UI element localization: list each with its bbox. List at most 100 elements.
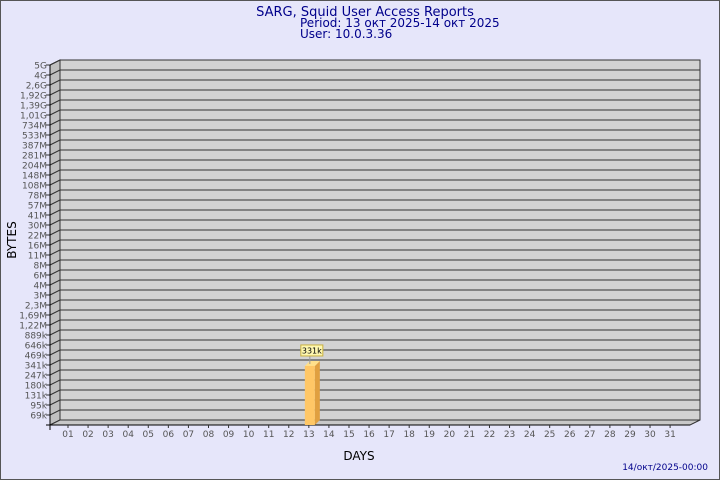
y-tick-label: 387M	[22, 142, 47, 152]
y-tick-label: 281M	[22, 152, 47, 162]
grid-line-side	[49, 189, 61, 196]
grid-line-side	[49, 309, 61, 316]
grid-line-side	[49, 289, 61, 296]
x-tick-label: 03	[102, 430, 113, 440]
y-tick-label: 57M	[28, 202, 47, 212]
grid-line-side	[49, 179, 61, 186]
y-tick-label: 8M	[34, 262, 48, 272]
grid-line-side	[49, 319, 61, 326]
x-tick-label: 08	[203, 430, 215, 440]
bar-top	[304, 360, 320, 366]
x-tick-label: 24	[524, 430, 536, 440]
y-tick-label: 69k	[30, 412, 47, 422]
grid-line-side	[49, 349, 61, 356]
y-tick-label: 889k	[25, 332, 48, 342]
grid-line-side	[49, 339, 61, 346]
x-tick-label: 07	[183, 430, 194, 440]
y-tick-label: 247k	[25, 372, 48, 382]
y-tick-label: 16M	[28, 242, 47, 252]
x-tick-label: 04	[122, 430, 134, 440]
x-tick-label: 05	[143, 430, 154, 440]
y-tick-label: 1,69M	[19, 312, 47, 322]
y-tick-label: 2,6G	[26, 82, 47, 92]
data-label: 331k	[302, 346, 322, 355]
data-label-box	[300, 344, 324, 357]
x-tick-label: 29	[624, 430, 636, 440]
bar	[304, 365, 315, 425]
x-tick-label: 27	[584, 430, 595, 440]
x-tick-label: 30	[644, 430, 656, 440]
plot-area: 5G4G2,6G1,92G1,39G1,01G734M533M387M281M2…	[19, 59, 701, 440]
grid-line-side	[49, 169, 61, 176]
y-tick-label: 2,3M	[25, 302, 47, 312]
x-tick-label: 22	[484, 430, 495, 440]
y-tick-label: 180k	[25, 382, 48, 392]
y-tick-label: 131k	[25, 392, 48, 402]
y-tick-label: 1,22M	[19, 322, 47, 332]
y-tick-label: 1,92G	[20, 92, 47, 102]
grid-line-side	[49, 389, 61, 396]
grid-line-side	[49, 259, 61, 266]
grid-line-side	[49, 279, 61, 286]
grid-line-side	[49, 359, 61, 366]
y-tick-label: 1,01G	[20, 112, 47, 122]
y-tick-label: 1,39G	[20, 102, 47, 112]
y-tick-label: 4M	[34, 282, 48, 292]
x-tick-label: 23	[504, 430, 515, 440]
grid-line-side	[49, 229, 61, 236]
y-tick-label: 78M	[28, 192, 47, 202]
grid-line-side	[49, 249, 61, 256]
x-tick-label: 11	[263, 430, 274, 440]
chart-title: SARG, Squid User Access Reports	[256, 5, 474, 20]
x-tick-label: 28	[604, 430, 616, 440]
grid-line-side	[49, 369, 61, 376]
x-tick-label: 21	[464, 430, 475, 440]
user-label: User: 10.0.3.36	[300, 27, 392, 41]
y-tick-label: 204M	[22, 162, 47, 172]
period-label: Period: 13 окт 2025-14 окт 2025	[300, 16, 500, 30]
grid-line-side	[49, 89, 61, 96]
grid-line-side	[49, 239, 61, 246]
grid-line-side	[49, 199, 61, 206]
y-tick-label: 30M	[28, 222, 47, 232]
y-tick-label: 6M	[34, 272, 48, 282]
grid-line-side	[49, 209, 61, 216]
y-tick-label: 734M	[22, 122, 47, 132]
grid-line-side	[49, 159, 61, 166]
x-tick-label: 26	[564, 430, 576, 440]
grid-line-side	[49, 399, 61, 406]
x-tick-label: 06	[163, 430, 175, 440]
x-tick-label: 15	[343, 430, 354, 440]
y-tick-label: 646k	[25, 342, 48, 352]
y-tick-label: 95k	[30, 402, 47, 412]
y-tick-label: 3M	[34, 292, 48, 302]
x-tick-label: 20	[444, 430, 456, 440]
grid-line-side	[49, 379, 61, 386]
y-tick-label: 22M	[28, 232, 47, 242]
grid-line-side	[49, 69, 61, 76]
grid-line-side	[49, 149, 61, 156]
grid-line-side	[49, 59, 61, 66]
grid-line-side	[49, 119, 61, 126]
footer-timestamp: 14/окт/2025-00:00	[622, 463, 708, 473]
y-tick-label: 11M	[28, 252, 47, 262]
y-tick-label: 148M	[22, 172, 47, 182]
x-tick-label: 16	[363, 430, 375, 440]
y-tick-label: 469k	[25, 352, 48, 362]
x-tick-label: 01	[62, 430, 73, 440]
x-tick-label: 19	[424, 430, 436, 440]
x-tick-label: 17	[383, 430, 394, 440]
y-tick-label: 533M	[22, 132, 47, 142]
y-tick-label: 4G	[34, 72, 47, 82]
grid-line-side	[49, 139, 61, 146]
x-tick-label: 12	[283, 430, 294, 440]
x-tick-label: 18	[403, 430, 415, 440]
grid-line-side	[49, 109, 61, 116]
x-tick-label: 31	[664, 430, 675, 440]
x-axis-label: DAYS	[343, 449, 374, 463]
grid-line-side	[49, 79, 61, 86]
grid-line-side	[49, 99, 61, 106]
grid-line-side	[49, 409, 61, 416]
grid-line-side	[49, 329, 61, 336]
